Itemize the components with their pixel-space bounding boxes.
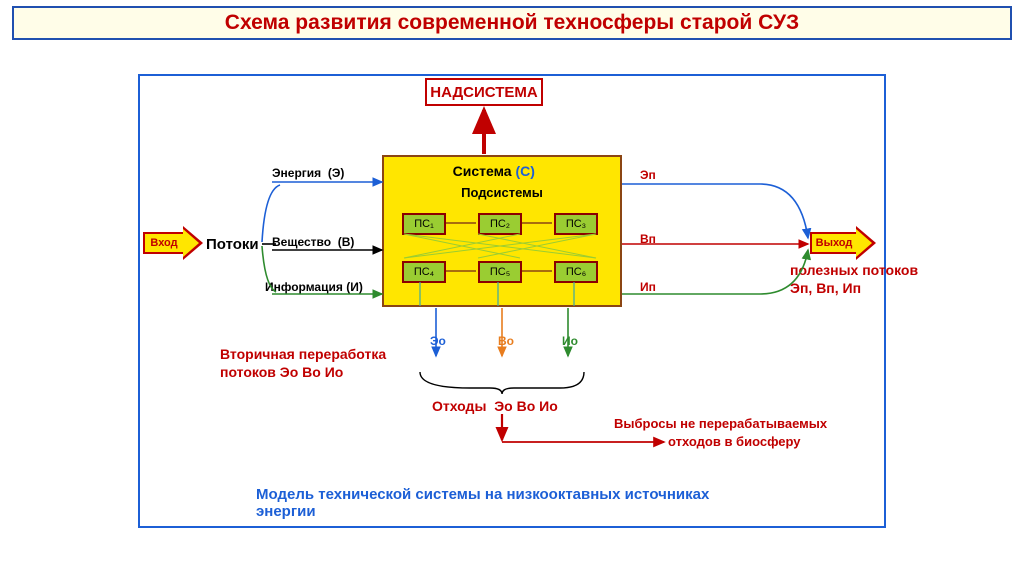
useful-flows-2: Эп, Вп, Ип: [790, 280, 861, 296]
emissions-1: Выбросы не перерабатываемых: [614, 416, 827, 431]
ps1: ПС₁: [402, 213, 446, 235]
system-box: Система (С) Подсистемы ПС₁ ПС₂ ПС₃ ПС₄ П…: [382, 155, 622, 307]
ep-label: Эп: [640, 168, 656, 182]
ps4: ПС₄: [402, 261, 446, 283]
eo-label: Эо: [430, 334, 446, 348]
potoki-label: Потоки: [206, 236, 259, 253]
vp-label: Вп: [640, 232, 656, 246]
input-arrow: Вход: [143, 226, 203, 260]
ps2: ПС₂: [478, 213, 522, 235]
useful-flows-1: полезных потоков: [790, 262, 918, 278]
ip-label: Ип: [640, 280, 656, 294]
system-label: Система (С): [453, 163, 535, 179]
caption: Модель технической системы на низкооктав…: [256, 486, 768, 520]
title-text: Схема развития современной техносферы ст…: [225, 11, 799, 35]
output-arrow: Выход: [810, 226, 880, 260]
waste-label: Отходы Эо Во Ио: [432, 398, 558, 414]
subsystems-label: Подсистемы: [461, 185, 543, 200]
recycle-2: потоков Эо Во Ио: [220, 364, 343, 380]
emissions-2: отходов в биосферу: [668, 434, 801, 449]
nadsistema-label: НАДСИСТЕМА: [430, 84, 537, 101]
io-label: Ио: [562, 334, 578, 348]
ps6: ПС₆: [554, 261, 598, 283]
ps3: ПС₃: [554, 213, 598, 235]
matter-label: Вещество (В): [272, 235, 354, 249]
info-label: Информация (И): [265, 280, 363, 294]
vo-label: Во: [498, 334, 514, 348]
vhod-label: Вход: [143, 232, 185, 254]
nadsistema-box: НАДСИСТЕМА: [425, 78, 543, 106]
energy-label: Энергия (Э): [272, 166, 344, 180]
page-title: Схема развития современной техносферы ст…: [12, 6, 1012, 40]
ps5: ПС₅: [478, 261, 522, 283]
vyhod-label: Выход: [810, 232, 858, 254]
recycle-1: Вторичная переработка: [220, 346, 386, 362]
